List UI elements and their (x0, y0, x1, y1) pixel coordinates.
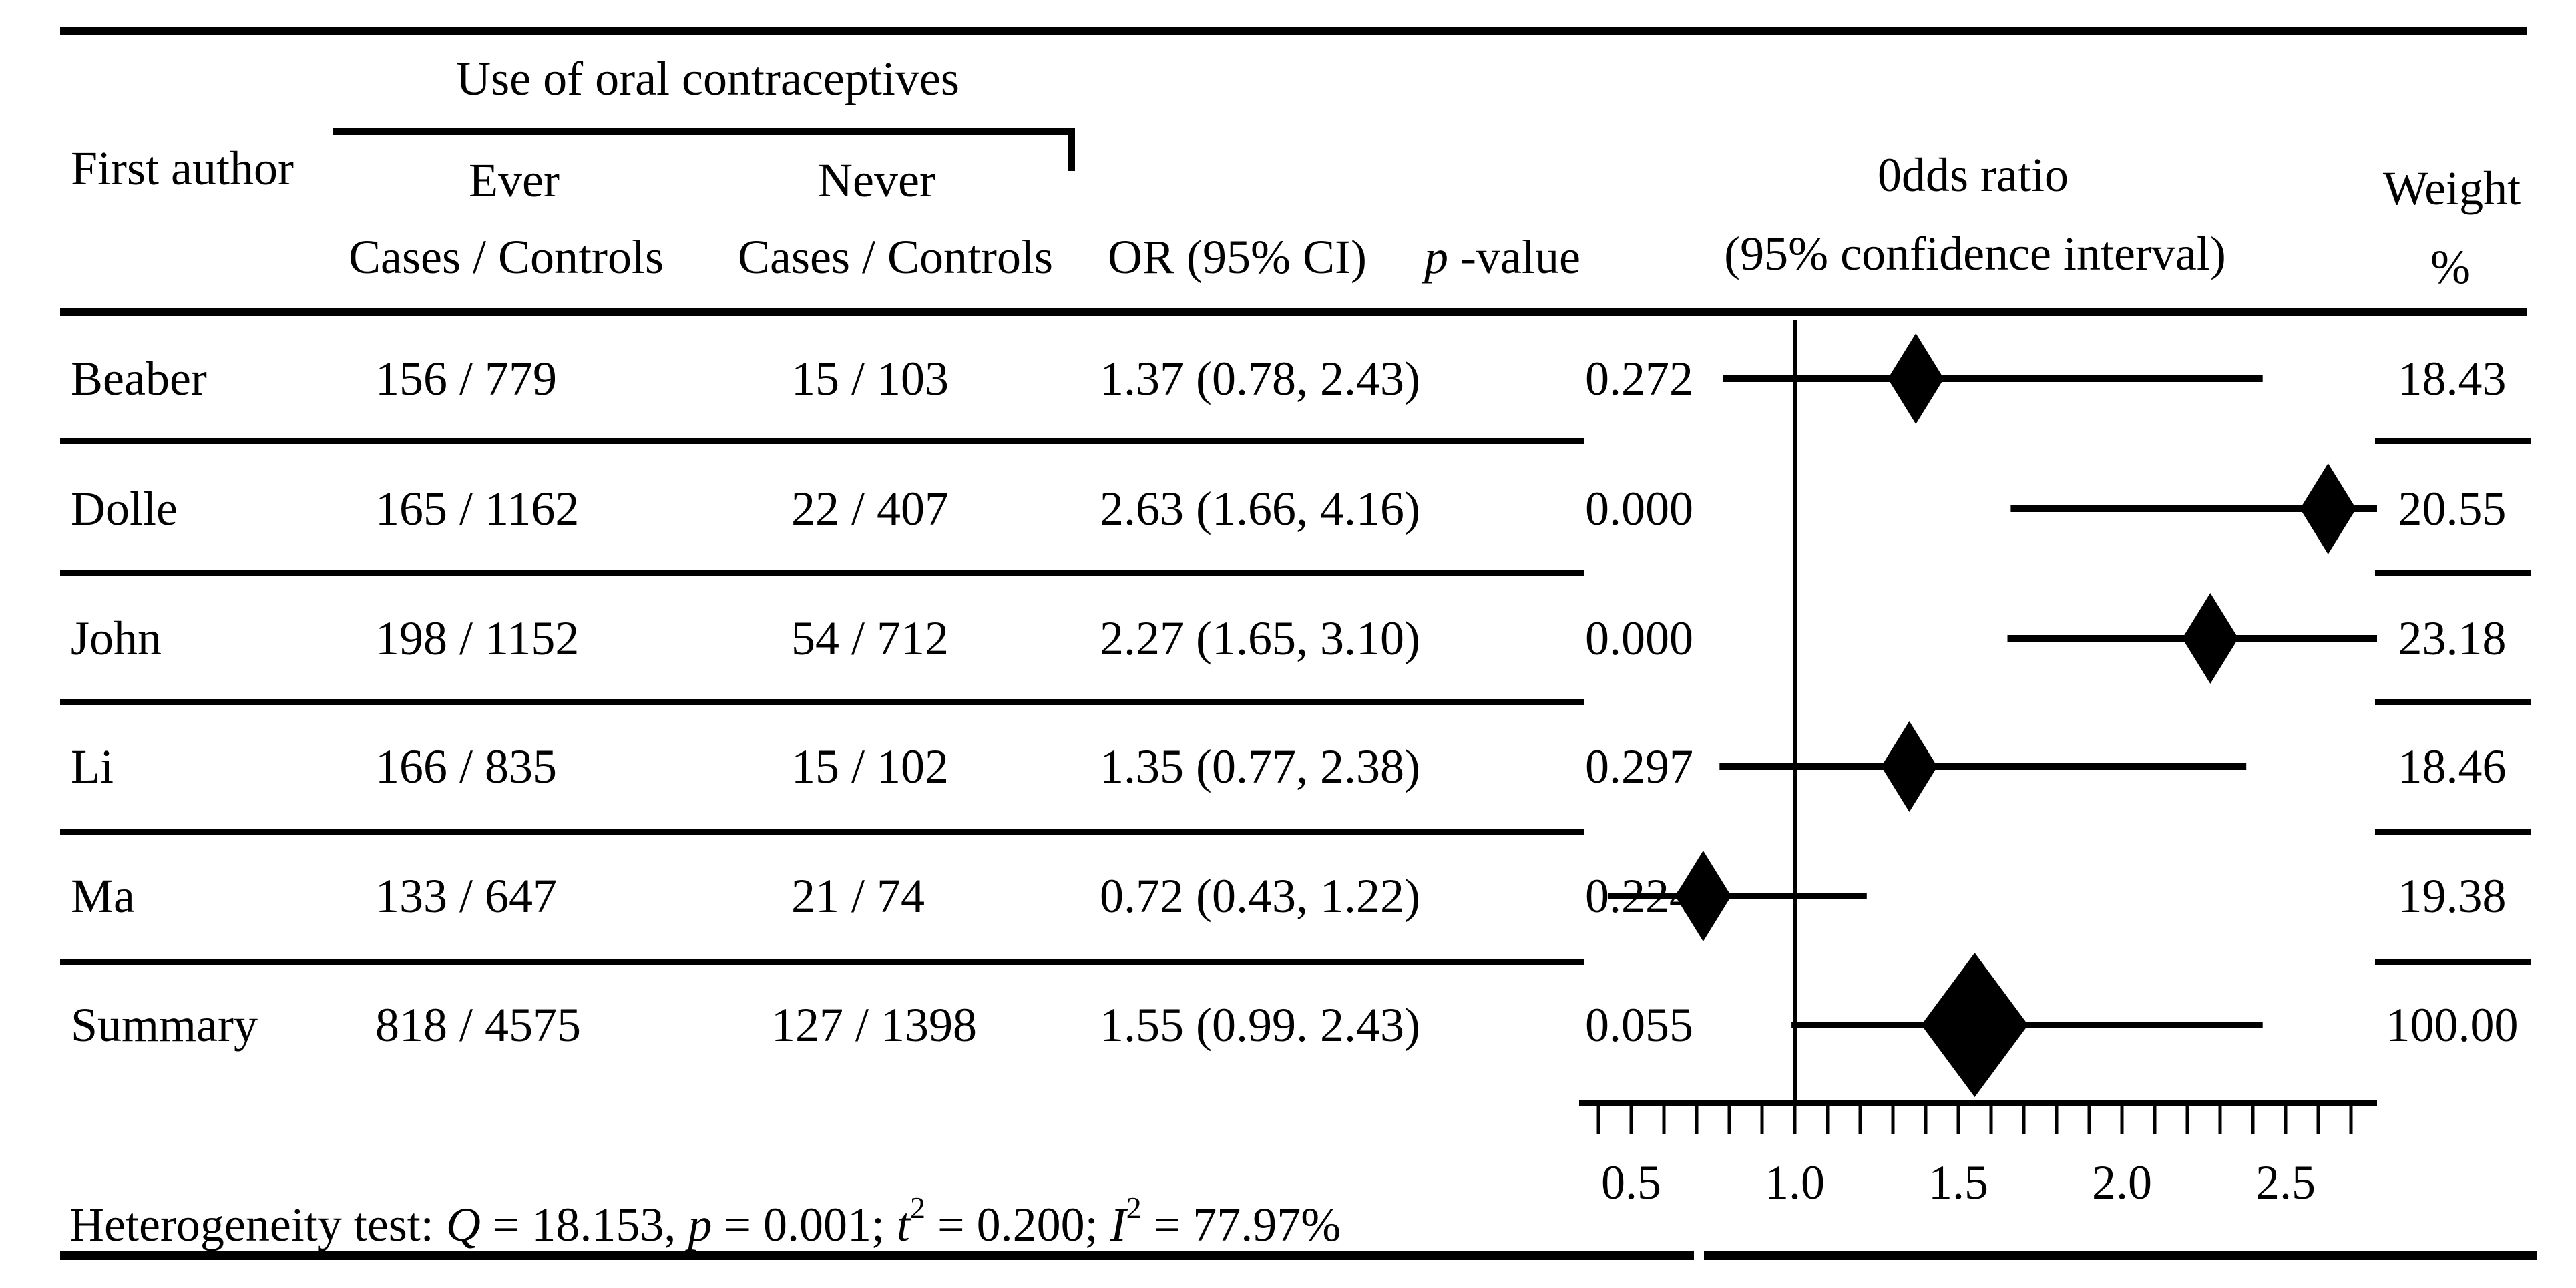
never-cases-controls: 54 / 712 (791, 612, 949, 665)
study-diamond-beaber (1888, 333, 1944, 424)
p-value: 0.000 (1585, 612, 1693, 665)
het-prefix: Heterogeneity test: (69, 1198, 446, 1251)
weight-value: 20.55 (2398, 482, 2507, 535)
p-symbol: p (1424, 230, 1449, 284)
header-bottom-rule (60, 308, 2527, 316)
p-symbol: p (688, 1198, 712, 1251)
p-value: 0.297 (1585, 740, 1693, 793)
column-header-percent: % (2430, 240, 2471, 294)
weight-value: 23.18 (2398, 612, 2507, 665)
row-separator-left (60, 699, 1584, 705)
column-header-cases-controls-never: Cases / Controls (737, 230, 1054, 284)
row-separator-left (60, 829, 1584, 835)
row-separator-left (60, 570, 1584, 576)
column-header-p-value: p -value (1424, 233, 1580, 281)
p-value: 0.272 (1585, 352, 1693, 405)
row-separator-weight (2375, 438, 2531, 444)
row-separator-weight (2375, 570, 2531, 576)
x-axis-tick-label: 1.0 (1765, 1156, 1825, 1209)
or-ci-value: 1.55 (0.99. 2.43) (1100, 998, 1420, 1052)
never-cases-controls: 15 / 102 (791, 740, 949, 793)
plot-title-line2: (95% confidence interval) (1724, 227, 2226, 280)
plot-title-line1: 0dds ratio (1878, 148, 2069, 202)
never-cases-controls: 15 / 103 (791, 352, 949, 405)
bottom-rule-left (60, 1251, 1694, 1260)
or-ci-value: 1.37 (0.78, 2.43) (1100, 352, 1420, 405)
study-diamond-ma (1675, 851, 1731, 941)
q-value: = 18.153, (480, 1198, 688, 1251)
study-diamond-li (1881, 721, 1938, 812)
x-axis-tick-label: 1.5 (1928, 1156, 1988, 1209)
never-cases-controls: 21 / 74 (791, 869, 925, 923)
row-separator-left (60, 438, 1584, 444)
p-value-rest: -value (1448, 230, 1580, 284)
bottom-rule-right (1704, 1251, 2537, 1260)
study-author: Beaber (71, 352, 207, 405)
x-axis-tick-label: 2.0 (2092, 1156, 2152, 1209)
ever-cases-controls: 133 / 647 (375, 869, 558, 923)
study-author: Ma (71, 869, 135, 923)
i-symbol: I (1110, 1198, 1126, 1251)
or-ci-value: 1.35 (0.77, 2.38) (1100, 740, 1420, 793)
tau-superscript: 2 (910, 1191, 926, 1225)
p-value-text: = 0.001; (712, 1198, 897, 1251)
study-author: John (71, 612, 162, 665)
column-header-cases-controls-ever: Cases / Controls (348, 230, 664, 284)
row-separator-weight (2375, 959, 2531, 965)
i-superscript: 2 (1126, 1191, 1142, 1225)
row-separator-weight (2375, 829, 2531, 835)
column-group-title: Use of oral contraceptives (456, 52, 959, 105)
never-cases-controls: 22 / 407 (791, 482, 949, 535)
study-diamond-john (2182, 593, 2239, 684)
weight-value: 18.46 (2398, 740, 2507, 793)
study-diamond-dolle (2300, 463, 2356, 554)
column-header-weight: Weight (2382, 162, 2521, 215)
weight-value: 100.00 (2386, 998, 2519, 1052)
x-axis-tick-label: 0.5 (1601, 1156, 1661, 1209)
row-separator-weight (2375, 699, 2531, 705)
ever-cases-controls: 198 / 1152 (375, 612, 580, 665)
summary-diamond (1921, 953, 2028, 1097)
study-author: Dolle (71, 482, 178, 535)
or-ci-value: 2.63 (1.66, 4.16) (1100, 482, 1420, 535)
heterogeneity-note: Heterogeneity test: Q = 18.153, p = 0.00… (69, 1193, 1341, 1249)
x-axis-tick-label: 2.5 (2256, 1156, 2316, 1209)
or-ci-value: 0.72 (0.43, 1.22) (1100, 869, 1420, 923)
top-rule (60, 27, 2527, 35)
column-header-first-author: First author (71, 142, 294, 195)
ever-cases-controls: 166 / 835 (375, 740, 558, 793)
column-header-or-ci: OR (95% CI) (1108, 230, 1367, 284)
column-header-never: Never (818, 154, 935, 207)
never-cases-controls: 127 / 1398 (771, 998, 978, 1052)
study-author: Li (71, 740, 114, 793)
i-value: = 77.97% (1141, 1198, 1341, 1251)
weight-value: 18.43 (2398, 352, 2507, 405)
study-author: Summary (71, 998, 258, 1052)
or-ci-value: 2.27 (1.65, 3.10) (1100, 612, 1420, 665)
row-separator-left (60, 959, 1584, 965)
p-value: 0.055 (1585, 998, 1693, 1052)
weight-value: 19.38 (2398, 869, 2507, 923)
tau-value: = 0.200; (925, 1198, 1110, 1251)
ever-cases-controls: 156 / 779 (375, 352, 558, 405)
p-value: 0.000 (1585, 482, 1693, 535)
ever-cases-controls: 165 / 1162 (375, 482, 580, 535)
tau-symbol: t (897, 1198, 911, 1251)
column-header-ever: Ever (469, 154, 560, 207)
oc-bracket-vertical (1068, 128, 1075, 171)
oc-bracket-horizontal (333, 128, 1075, 135)
ever-cases-controls: 818 / 4575 (375, 998, 582, 1052)
q-symbol: Q (445, 1198, 481, 1251)
